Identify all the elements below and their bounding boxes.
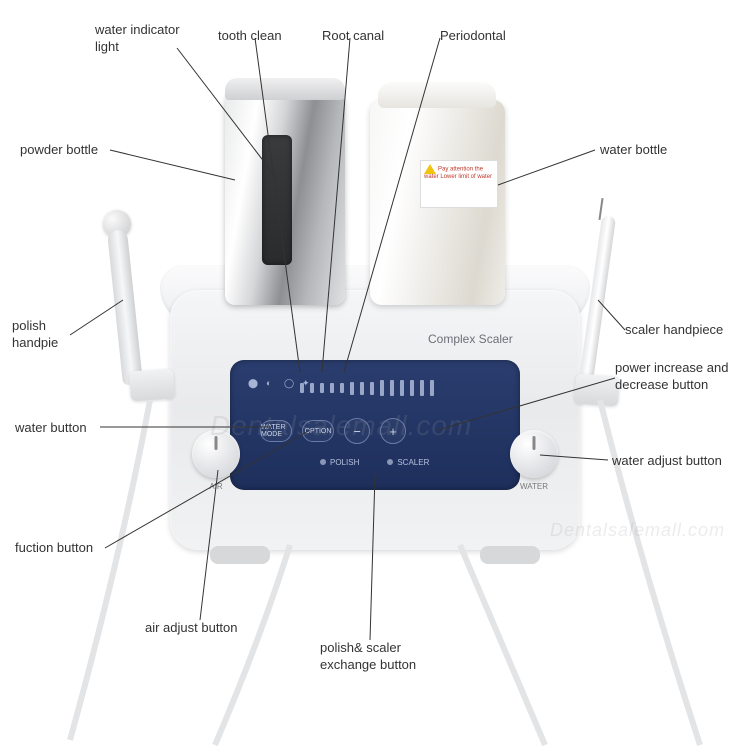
- watermark: Dentalsalemall.com: [550, 520, 725, 541]
- label-air-adjust: air adjust button: [145, 620, 238, 637]
- polish-handpiece: [107, 229, 143, 385]
- scaler-label: SCALER: [397, 458, 429, 467]
- watermark: Dentalsalemall.com: [210, 410, 472, 442]
- air-knob-label: AIR: [191, 482, 241, 491]
- label-water-adjust: water adjust button: [612, 453, 722, 470]
- level-leds: [300, 380, 434, 396]
- device-title: Complex Scaler: [428, 332, 513, 346]
- label-water-indicator: water indicator light: [95, 22, 180, 56]
- powder-bottle-cap: [225, 78, 345, 100]
- label-water-button: water button: [15, 420, 87, 437]
- device-foot: [480, 546, 540, 564]
- label-water-bottle: water bottle: [600, 142, 667, 159]
- label-periodontal: Periodontal: [440, 28, 506, 45]
- label-power-button: power increase and decrease button: [615, 360, 728, 394]
- handpiece-holder-right: [574, 374, 620, 407]
- polish-label: POLISH: [330, 458, 359, 467]
- water-knob[interactable]: [510, 430, 558, 478]
- device-foot: [210, 546, 270, 564]
- label-polish-scaler-exchange: polish& scaler exchange button: [320, 640, 416, 674]
- label-function-button: fuction button: [15, 540, 93, 557]
- label-polish-handpiece: polish handpie: [12, 318, 58, 352]
- water-knob-label: WATER: [509, 482, 559, 491]
- handpiece-holder-left: [129, 369, 175, 402]
- powder-window: [262, 135, 292, 265]
- water-bottle-cap: [378, 82, 496, 108]
- label-tooth-clean: tooth clean: [218, 28, 282, 45]
- label-powder-bottle: powder bottle: [20, 142, 98, 159]
- warning-label: Pay attention the water Lower limit of w…: [420, 160, 498, 208]
- label-root-canal: Root canal: [322, 28, 384, 45]
- label-scaler-handpiece: scaler handpiece: [625, 322, 723, 339]
- mode-indicators: POLISH SCALER: [320, 458, 429, 467]
